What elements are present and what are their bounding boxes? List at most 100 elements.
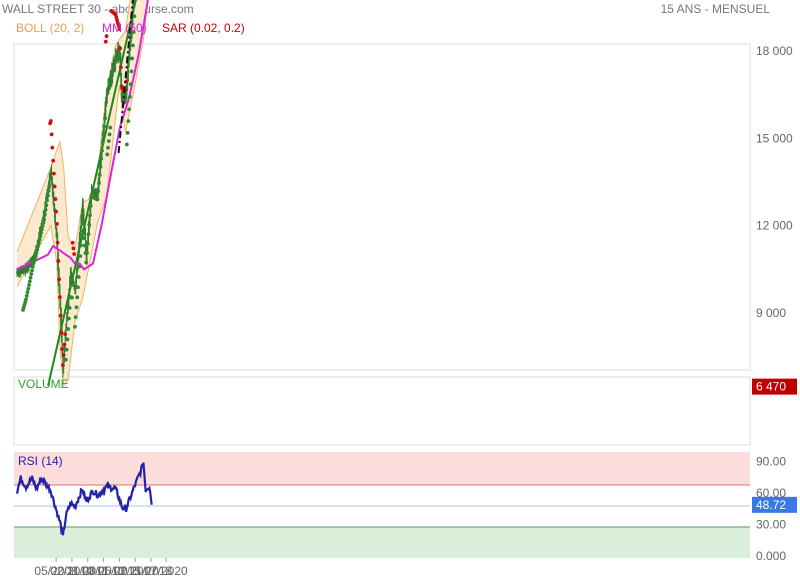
sar-dot: [99, 156, 104, 161]
rsi-overbought-zone: [14, 452, 750, 485]
sar-dot: [129, 69, 134, 74]
price-panel: [13, 43, 751, 371]
price-tick-label: 9 000: [756, 306, 786, 320]
tag-rsi-text: 48.72: [756, 498, 786, 512]
sar-dot: [61, 363, 65, 368]
sar-dot: [46, 188, 51, 193]
price-tick-label: 12 000: [756, 219, 793, 233]
sar-dot: [127, 107, 132, 112]
sar-dot: [26, 286, 31, 291]
time-tick-label: 02/2017: [113, 564, 157, 578]
volume-label: VOLUME: [18, 377, 69, 391]
sar-dot: [104, 34, 109, 39]
sar-dot: [57, 277, 62, 282]
sar-dot: [56, 259, 61, 263]
sar-dot: [87, 222, 92, 227]
sar-dot: [33, 254, 38, 259]
sar-dot: [40, 224, 45, 229]
sar-dot: [28, 275, 33, 280]
sar-dot: [36, 240, 41, 245]
sar-dot: [76, 275, 81, 279]
sar-dot: [130, 43, 135, 48]
tag-low-text: 6 470: [756, 380, 786, 394]
rsi-tick-label: 90.00: [756, 455, 786, 469]
sar-dot: [39, 230, 43, 235]
sar-dot: [113, 12, 118, 17]
sar-dot: [30, 268, 34, 273]
sar-dot: [71, 246, 76, 251]
legend-sar[interactable]: SAR (0.02, 0.2): [162, 21, 245, 35]
sar-dot: [49, 132, 54, 137]
bollinger-band: [17, 0, 149, 386]
sar-dot: [39, 227, 44, 232]
sar-dot: [103, 116, 107, 121]
legend-moving-average[interactable]: MM (50): [102, 21, 147, 35]
sar-dot: [35, 247, 40, 252]
sar-dot: [61, 352, 66, 357]
sar-dot: [97, 181, 101, 186]
sar-dot: [85, 241, 90, 246]
sar-dot: [88, 213, 92, 218]
sar-dot: [45, 198, 49, 203]
sar-dot: [52, 184, 57, 189]
sar-dot: [75, 295, 80, 300]
time-tick-label: 02/2010: [50, 564, 94, 578]
tag-rsi: 48.72: [752, 496, 797, 513]
sar-dot: [41, 220, 46, 225]
sar-dot: [97, 173, 102, 177]
sar-dot: [101, 132, 106, 137]
rsi-oversold-zone: [14, 527, 750, 558]
sar-dot: [82, 236, 86, 241]
sar-dot: [127, 94, 132, 99]
sar-dot: [72, 252, 77, 256]
sar-dot: [74, 305, 79, 310]
rsi-tick-label: 30.00: [756, 518, 786, 532]
sar-dot: [24, 297, 28, 302]
sar-dot: [42, 217, 46, 222]
rsi-label: RSI (14): [18, 454, 63, 468]
legend-bollinger[interactable]: BOLL (20, 2): [16, 21, 85, 35]
sar-dot: [78, 254, 83, 259]
sar-dot: [51, 158, 56, 163]
sar-dot: [43, 208, 48, 212]
sar-dot: [77, 264, 82, 269]
period-label: 15 ANS - MENSUEL: [660, 2, 770, 16]
sar-dot: [53, 197, 58, 201]
sar-dot: [62, 342, 67, 347]
sar-dot: [117, 27, 122, 32]
sar-dot: [88, 204, 93, 208]
sar-dot: [57, 295, 62, 300]
sar-dot: [33, 257, 37, 262]
sar-dot: [84, 260, 89, 265]
sar-dot: [126, 119, 131, 124]
price-tick-label: 18 000: [756, 44, 793, 58]
sar-dot: [100, 148, 104, 153]
sar-dot: [34, 251, 39, 255]
sar-dot: [79, 232, 84, 237]
sar-dot: [131, 30, 136, 35]
sar-dot: [45, 193, 50, 198]
sar-dot: [80, 221, 85, 226]
time-tick-label: 05/2008: [34, 564, 78, 578]
sar-dot: [96, 189, 101, 194]
sar-dot: [76, 285, 80, 290]
sar-dot: [67, 316, 71, 321]
sar-dot: [48, 119, 53, 123]
sar-dot: [38, 234, 43, 239]
sar-dot: [132, 14, 137, 19]
sar-dot: [73, 315, 78, 320]
sar-dot: [108, 125, 113, 130]
sar-dot: [25, 290, 30, 295]
time-tick-label: 05/2015: [98, 564, 142, 578]
sar-dot: [64, 357, 68, 362]
sar-dot: [100, 140, 105, 145]
sar-dot: [54, 209, 59, 214]
sar-dot: [54, 222, 59, 226]
rsi-tick-label: 0.000: [756, 549, 786, 563]
sar-dot: [55, 240, 60, 245]
tag-low-box: [752, 378, 797, 395]
sar-dot: [106, 145, 110, 150]
